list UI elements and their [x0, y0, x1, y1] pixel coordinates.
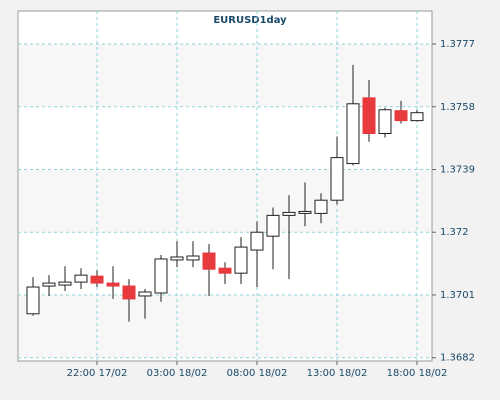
y-tick-label: 1.3758	[440, 102, 475, 113]
y-tick-label: 1.372	[440, 227, 469, 238]
candle-body	[394, 110, 408, 122]
y-tick-label: 1.3739	[440, 164, 475, 175]
y-tick-label: 1.3701	[440, 290, 475, 301]
x-tick-label: 18:00 18/02	[387, 368, 448, 379]
chart-title: EURUSD1day	[213, 15, 287, 26]
y-tick-label: 1.3777	[440, 39, 475, 50]
y-tick-label: 1.3682	[440, 353, 475, 364]
candle-body	[314, 199, 328, 214]
candle-body	[170, 256, 184, 261]
candle-body	[298, 210, 312, 214]
candle-body	[282, 211, 296, 216]
x-tick-label: 03:00 18/02	[147, 368, 208, 379]
candle-body	[122, 285, 136, 300]
candle-body	[250, 231, 264, 251]
candle-body	[106, 282, 120, 287]
band	[19, 169, 431, 233]
candle-body	[410, 112, 424, 122]
candle-body	[234, 246, 248, 274]
candle-body	[186, 255, 200, 261]
candle-body	[330, 157, 344, 201]
x-tick-label: 08:00 18/02	[227, 368, 288, 379]
candle-body	[58, 281, 72, 286]
candle-body	[346, 103, 360, 165]
band	[19, 294, 431, 358]
band	[19, 44, 431, 107]
candle-body	[138, 291, 152, 297]
x-tick-label: 13:00 18/02	[307, 368, 368, 379]
candle-body	[42, 282, 56, 287]
candle-body	[26, 286, 40, 315]
candle-body	[266, 214, 280, 237]
candle-body	[362, 97, 376, 134]
candle-body	[90, 275, 104, 284]
candle-body	[378, 109, 392, 135]
candle-body	[74, 274, 88, 283]
candle-body	[154, 258, 168, 294]
candle-body	[202, 252, 216, 270]
candle-body	[218, 267, 232, 274]
x-tick-label: 22:00 17/02	[67, 368, 128, 379]
